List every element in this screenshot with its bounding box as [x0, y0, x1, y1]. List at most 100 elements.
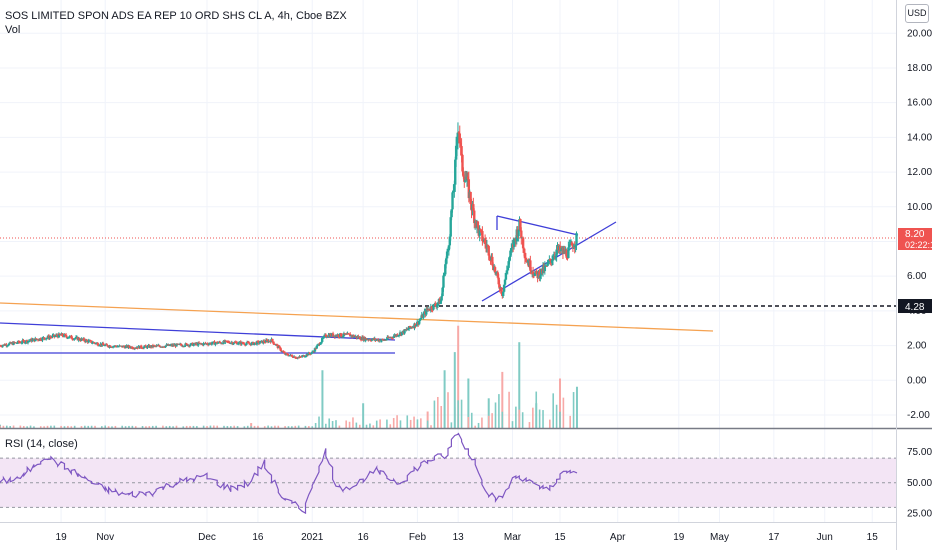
- rsi-legend[interactable]: RSI (14, close): [5, 438, 78, 450]
- volume-bar: [121, 425, 123, 428]
- candle-body: [430, 306, 433, 310]
- candle-body: [63, 334, 67, 336]
- volume-bar: [39, 426, 42, 428]
- candle-body: [406, 329, 410, 331]
- candle-body: [268, 340, 271, 342]
- candle-body: [37, 340, 41, 342]
- volume-bar: [474, 425, 476, 428]
- candle-body: [17, 340, 21, 343]
- candle-body: [109, 345, 112, 348]
- volume-bar: [111, 426, 113, 428]
- candle-body: [427, 308, 431, 310]
- candle-body: [342, 333, 346, 337]
- candle-body: [58, 333, 61, 335]
- volume-bar: [80, 426, 83, 428]
- candle-body: [547, 261, 550, 263]
- symbol-title[interactable]: SOS LIMITED SPON ADS EA REP 10 ORD SHS C…: [5, 10, 347, 22]
- volume-bar: [443, 370, 446, 428]
- candle-body: [101, 343, 105, 345]
- candle-body: [44, 338, 48, 340]
- candle-body: [164, 345, 167, 348]
- volume-bar: [318, 416, 320, 428]
- candle-body: [545, 265, 548, 267]
- candle-body: [417, 320, 421, 325]
- candle-body: [408, 326, 412, 328]
- x-tick-label: 19: [673, 532, 685, 543]
- candle-body: [211, 341, 214, 344]
- candle-body: [444, 258, 448, 265]
- volume-bar: [131, 425, 134, 428]
- candle-body: [573, 246, 576, 248]
- candle-body: [543, 265, 547, 272]
- candle-body: [6, 345, 10, 347]
- candle-body: [146, 345, 149, 348]
- volume-bar: [409, 419, 412, 428]
- candle-body: [397, 335, 400, 337]
- candle-body: [57, 333, 61, 338]
- candle-body: [0, 345, 3, 347]
- candle-body: [36, 339, 40, 341]
- candle-body: [453, 184, 456, 192]
- candle-body: [128, 345, 131, 348]
- candle-body: [222, 340, 225, 345]
- candle-body: [337, 334, 340, 337]
- volume-bar: [538, 409, 541, 428]
- candle-body: [90, 340, 93, 343]
- candle-body: [552, 256, 556, 260]
- candle-body: [326, 336, 329, 338]
- candle-body: [491, 256, 494, 266]
- candle-body: [457, 132, 461, 134]
- candle-body: [340, 333, 343, 337]
- candle-body: [320, 341, 323, 344]
- time-axis: 19 Nov Dec 16 2021 16 Feb 13 Mar 15 Apr 19 May 17 Jun 1…: [56, 532, 879, 543]
- volume-bar: [518, 342, 521, 428]
- currency-button[interactable]: USD: [905, 4, 929, 23]
- candle-body: [244, 343, 248, 346]
- candle-body: [530, 270, 533, 273]
- candle-body: [272, 341, 275, 344]
- candle-body: [28, 340, 32, 342]
- volume-bar: [229, 426, 232, 428]
- last-price-value: 8.20: [905, 229, 925, 240]
- candle-body: [253, 343, 256, 345]
- x-tick-label: Jun: [817, 532, 833, 543]
- x-tick-label: 19: [56, 532, 68, 543]
- candle-body: [391, 337, 394, 339]
- candle-body: [257, 341, 261, 344]
- candle-body: [314, 348, 318, 350]
- candle-body: [142, 346, 146, 349]
- volume-bar: [263, 426, 266, 428]
- volume-bar: [362, 403, 365, 428]
- triangle-upper: [496, 215, 579, 236]
- candle-body: [103, 345, 107, 347]
- volume-bar: [477, 422, 480, 428]
- candle-body: [130, 346, 134, 349]
- volume-bar: [294, 425, 297, 428]
- candle-body: [463, 179, 467, 182]
- candle-body: [341, 336, 345, 338]
- volume-bar: [416, 419, 419, 428]
- candle-body: [568, 244, 572, 246]
- volume-bar: [491, 413, 493, 428]
- candle-body: [40, 340, 43, 342]
- volume-bar: [5, 425, 8, 428]
- candle-body: [39, 338, 42, 341]
- volume-bar: [521, 412, 524, 428]
- candle-body: [12, 341, 15, 345]
- candle-body: [425, 308, 428, 315]
- candle-body: [368, 339, 372, 341]
- candle-body: [285, 353, 289, 355]
- volume-bar: [528, 422, 531, 428]
- candle-body: [441, 287, 444, 297]
- candle-body: [454, 159, 457, 185]
- candle-body: [385, 339, 388, 341]
- candle-body: [523, 252, 527, 259]
- candle-body: [450, 209, 453, 218]
- volume-bar: [236, 426, 239, 428]
- volume-legend[interactable]: Vol: [5, 24, 21, 36]
- candle-body: [546, 262, 549, 267]
- x-tick-label: 16: [358, 532, 370, 543]
- candle-body: [112, 346, 116, 348]
- candle-body: [189, 343, 193, 345]
